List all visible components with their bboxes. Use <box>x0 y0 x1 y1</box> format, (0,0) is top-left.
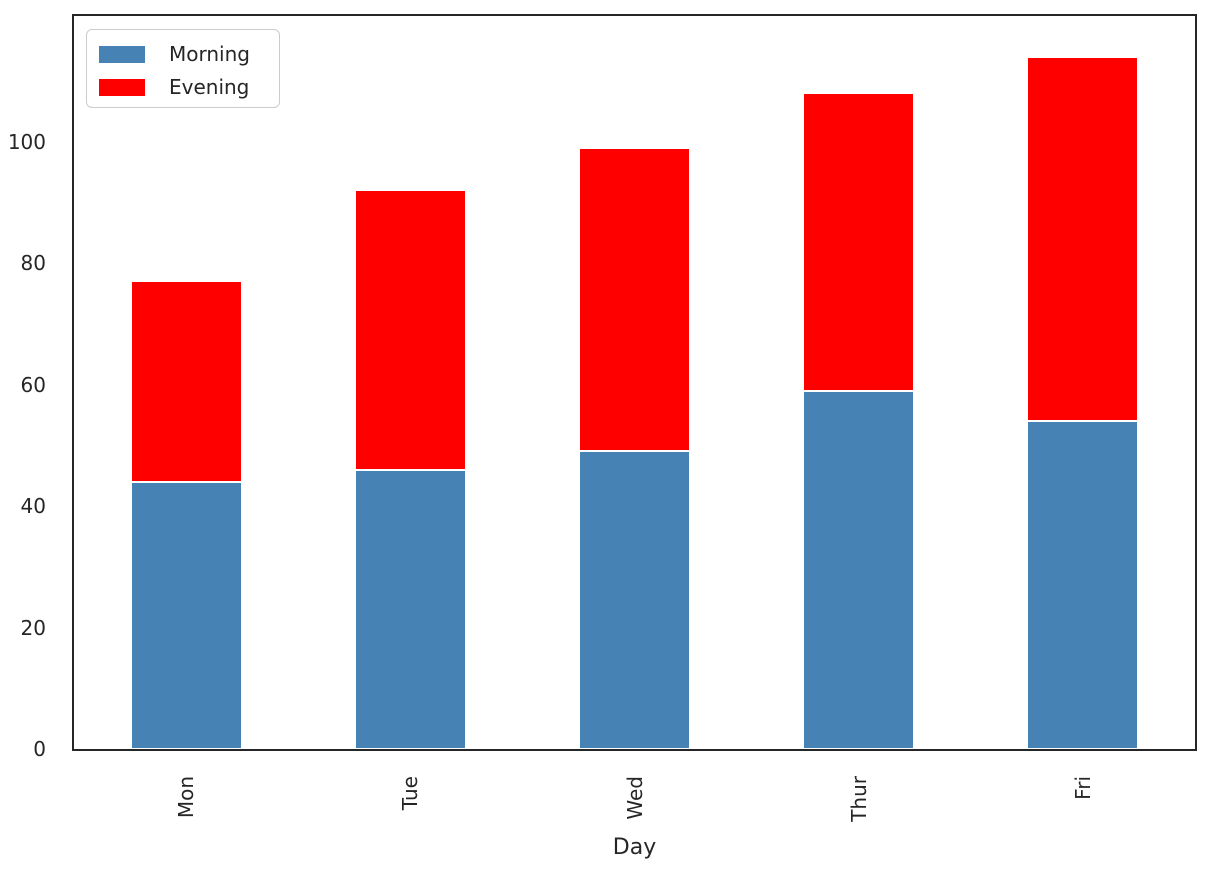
y-tick-label-100: 100 <box>7 129 46 154</box>
legend-label-evening: Evening <box>169 75 250 99</box>
y-tick-label-0: 0 <box>33 737 46 761</box>
legend-item-morning: Morning <box>99 40 279 68</box>
legend: Morning Evening <box>86 29 280 108</box>
y-tick-label-60: 60 <box>20 372 46 397</box>
bar-wed-morning <box>579 451 690 749</box>
legend-label-morning: Morning <box>169 42 250 66</box>
legend-swatch-evening-icon <box>99 78 145 96</box>
y-tick-label-40: 40 <box>20 494 46 519</box>
bars-layer <box>74 16 1195 749</box>
bar-mon-morning <box>130 481 242 749</box>
x-tick-label-wed: Wed <box>622 776 647 820</box>
bar-thur-morning <box>803 390 915 749</box>
legend-item-evening: Evening <box>99 73 279 101</box>
bar-tue-morning <box>354 469 466 749</box>
x-axis-title: Day <box>612 835 657 860</box>
bar-thur-evening <box>803 93 915 391</box>
bar-fri-evening <box>1027 56 1139 422</box>
bar-mon-evening <box>130 281 242 482</box>
x-tick-label-mon: Mon <box>174 776 199 819</box>
plot-area: Morning Evening <box>72 14 1197 751</box>
bar-fri-morning <box>1027 421 1139 749</box>
x-tick-label-thur: Thur <box>846 776 871 822</box>
bar-wed-evening <box>579 147 690 452</box>
y-tick-label-20: 20 <box>20 615 46 640</box>
y-tick-label-80: 80 <box>20 251 46 276</box>
bar-tue-evening <box>354 190 466 470</box>
legend-swatch-morning-icon <box>99 45 145 63</box>
x-tick-label-tue: Tue <box>398 776 423 811</box>
x-tick-label-fri: Fri <box>1070 776 1095 800</box>
